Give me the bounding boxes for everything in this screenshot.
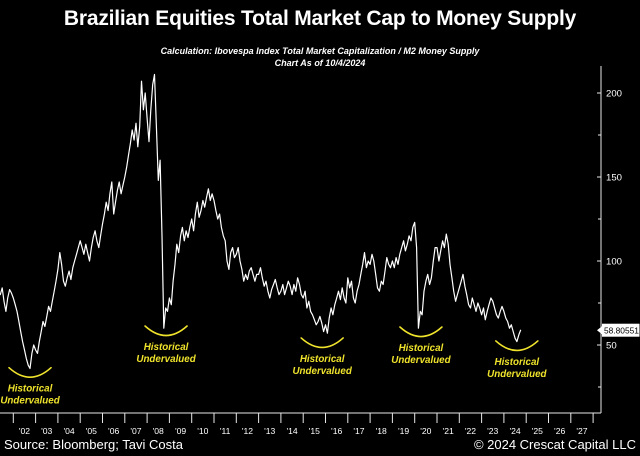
x-axis-year-label: '23 <box>487 426 498 436</box>
undervalued-arc <box>399 326 443 338</box>
x-axis-year-label: '17 <box>353 426 364 436</box>
undervalued-arc <box>300 337 344 349</box>
y-axis-tick-label: 200 <box>606 89 622 100</box>
x-axis-year-label: '24 <box>509 426 520 436</box>
undervalued-annotation-label: Historical Undervalued <box>0 384 60 407</box>
y-axis-tick-label: 150 <box>606 173 622 184</box>
last-value-box <box>602 323 640 337</box>
undervalued-arc <box>8 366 52 378</box>
x-axis-year-label: '07 <box>130 426 141 436</box>
x-axis-year-label: '14 <box>286 426 297 436</box>
x-axis-year-label: '20 <box>420 426 431 436</box>
y-axis-tick-label: 50 <box>606 341 617 352</box>
x-axis-year-label: '02 <box>19 426 30 436</box>
x-axis-year-label: '08 <box>153 426 164 436</box>
x-axis-year-label: '04 <box>63 426 74 436</box>
undervalued-annotation-label: Historical Undervalued <box>391 343 451 366</box>
x-axis-year-label: '11 <box>220 426 231 436</box>
x-axis-year-label: '15 <box>309 426 320 436</box>
undervalued-annotation-label: Historical Undervalued <box>487 357 547 380</box>
chart-title: Brazilian Equities Total Market Cap to M… <box>63 7 577 30</box>
x-axis-year-label: '05 <box>86 426 97 436</box>
x-axis-year-label: '09 <box>175 426 186 436</box>
ratio-series-line <box>0 73 522 370</box>
x-axis-year-label: '10 <box>197 426 208 436</box>
x-axis-year-label: '12 <box>242 426 253 436</box>
undervalued-arc <box>495 340 539 352</box>
chart-subtitle-calculation: Calculation: Ibovespa Index Total Market… <box>160 46 480 56</box>
undervalued-annotation-label: Historical Undervalued <box>292 354 352 377</box>
copyright-notice: © 2024 Crescat Capital LLC <box>473 437 636 452</box>
x-axis-year-label: '25 <box>532 426 543 436</box>
x-axis-year-label: '18 <box>376 426 387 436</box>
source-attribution: Source: Bloomberg; Tavi Costa <box>4 437 183 452</box>
chart-subtitle-asof-date: Chart As of 10/4/2024 <box>274 58 366 68</box>
x-axis-year-label: '06 <box>108 426 119 436</box>
x-axis-year-label: '03 <box>41 426 52 436</box>
x-axis-year-label: '22 <box>465 426 476 436</box>
x-axis-year-label: '21 <box>443 426 454 436</box>
x-axis-year-label: '27 <box>576 426 587 436</box>
undervalued-arc <box>144 325 188 337</box>
undervalued-annotation-label: Historical Undervalued <box>136 342 196 365</box>
last-value-pointer <box>597 326 602 335</box>
x-axis-year-label: '26 <box>554 426 565 436</box>
y-axis-tick-label: 100 <box>606 257 622 268</box>
x-axis-year-label: '13 <box>264 426 275 436</box>
x-axis-year-label: '16 <box>331 426 342 436</box>
last-value-label: 58.80551 <box>604 326 639 336</box>
x-axis-year-label: '19 <box>398 426 409 436</box>
